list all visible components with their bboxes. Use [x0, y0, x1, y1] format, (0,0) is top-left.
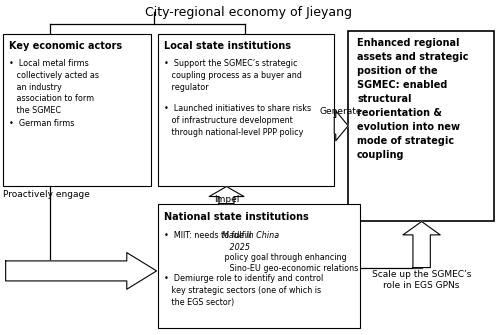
Text: •  MIIT: needs to fulfill: • MIIT: needs to fulfill — [164, 231, 254, 240]
FancyBboxPatch shape — [158, 34, 334, 186]
Text: •  Support the SGMEC’s strategic
   coupling process as a buyer and
   regulator: • Support the SGMEC’s strategic coupling… — [164, 59, 302, 92]
Text: Generate: Generate — [320, 107, 362, 116]
Text: Local state institutions: Local state institutions — [164, 42, 290, 51]
Polygon shape — [6, 253, 156, 289]
Text: •  Local metal firms
   collectively acted as
   an industry
   association to f: • Local metal firms collectively acted a… — [8, 59, 98, 115]
Polygon shape — [334, 111, 348, 141]
Text: Key economic actors: Key economic actors — [8, 42, 122, 51]
Text: Proactively engage: Proactively engage — [2, 190, 90, 199]
Text: Scale up the SGMEC’s
role in EGS GPNs: Scale up the SGMEC’s role in EGS GPNs — [372, 270, 472, 290]
Text: •  Demiurge role to identify and control
   key strategic sectors (one of which : • Demiurge role to identify and control … — [164, 274, 323, 307]
Text: Enhanced regional
assets and strategic
position of the
SGMEC: enabled
structural: Enhanced regional assets and strategic p… — [357, 38, 469, 160]
FancyBboxPatch shape — [158, 204, 360, 328]
Text: Made in China
   2025: Made in China 2025 — [222, 231, 279, 252]
Text: National state institutions: National state institutions — [164, 211, 308, 221]
FancyBboxPatch shape — [2, 34, 150, 186]
Text: •  German firms: • German firms — [8, 119, 74, 128]
Polygon shape — [209, 187, 244, 204]
Polygon shape — [403, 221, 440, 268]
FancyBboxPatch shape — [348, 31, 494, 221]
Text: •  Launched initiatives to share risks
   of infrastructure development
   throu: • Launched initiatives to share risks of… — [164, 104, 310, 137]
Text: policy goal through enhancing
   Sino-EU geo-economic relations: policy goal through enhancing Sino-EU ge… — [222, 253, 358, 273]
Text: City-regional economy of Jieyang: City-regional economy of Jieyang — [146, 6, 352, 19]
Text: Impel: Impel — [214, 195, 239, 204]
